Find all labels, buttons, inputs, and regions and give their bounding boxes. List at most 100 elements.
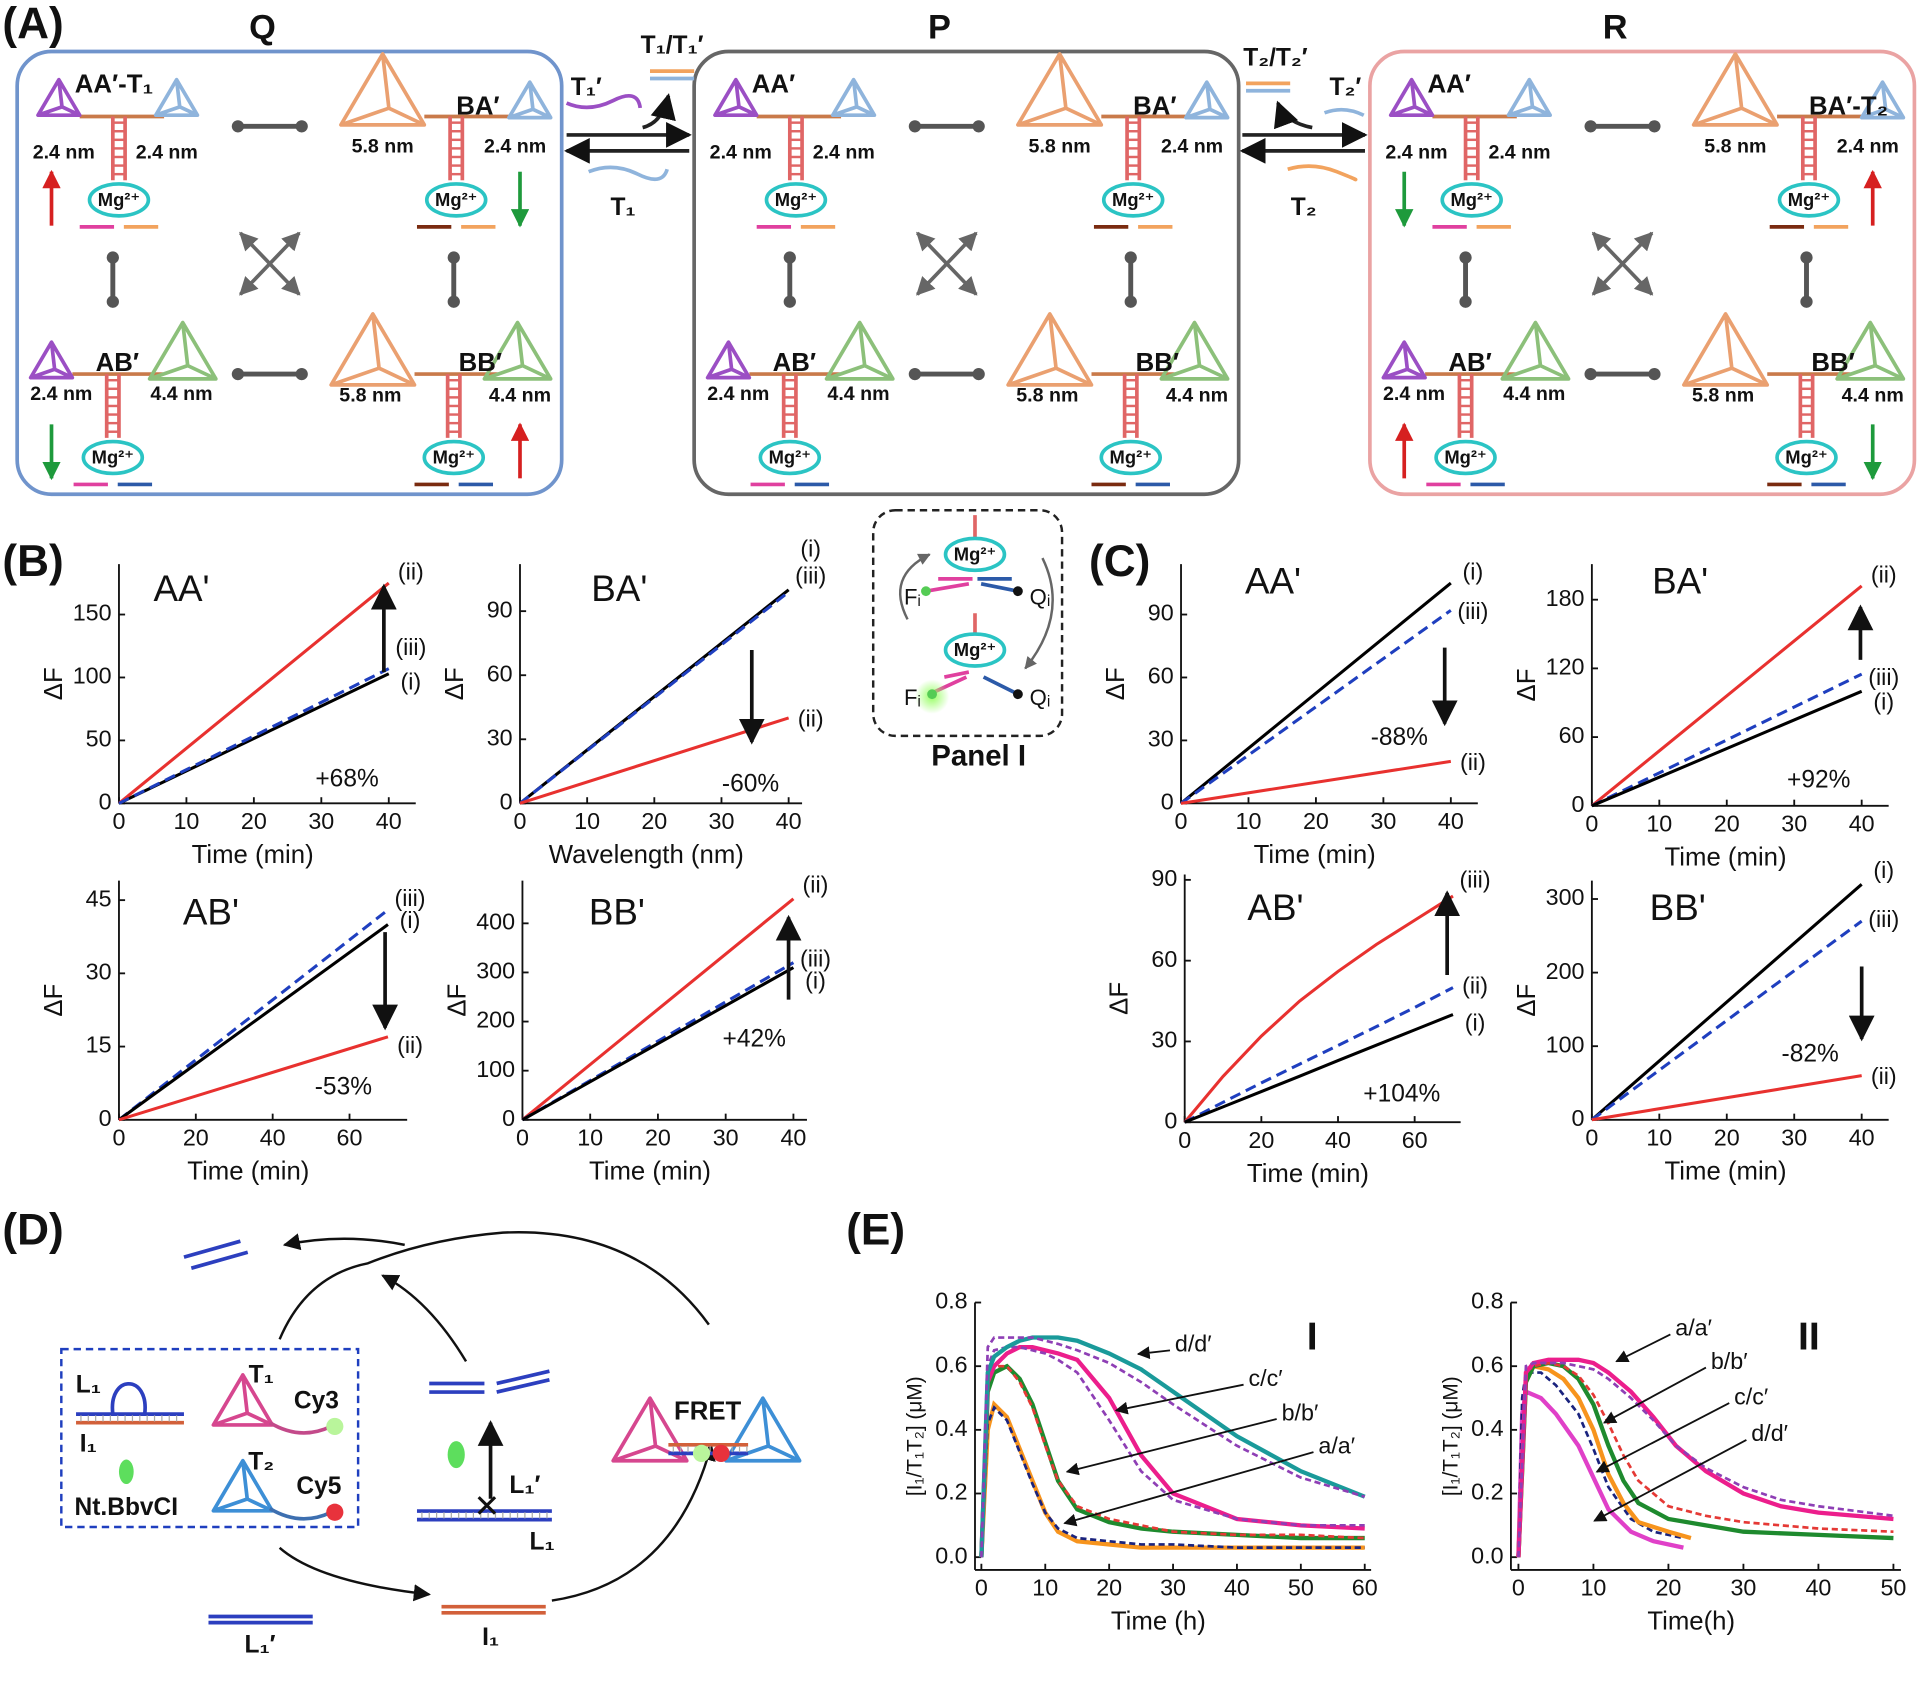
label: Q — [249, 9, 276, 47]
chart-title: AA' — [1245, 561, 1301, 602]
label: 5.8 nm — [1692, 384, 1754, 406]
node — [1648, 120, 1661, 133]
y-tick-label: 300 — [476, 958, 515, 984]
tetrahedron — [339, 52, 427, 127]
x-tick-label: 40 — [260, 1125, 286, 1151]
series-label: (i) — [1463, 558, 1484, 584]
tetrahedron — [1381, 340, 1427, 380]
x-tick-label: 0 — [1175, 808, 1188, 834]
label: 2.4 nm — [710, 141, 772, 163]
mg-loop — [758, 439, 822, 476]
series-line — [118, 908, 389, 1121]
x-tick-label: 40 — [776, 808, 802, 834]
y-tick-label: 180 — [1546, 585, 1585, 611]
y-tick-label: 0.2 — [1471, 1479, 1503, 1505]
cycle-arrow — [278, 1546, 431, 1602]
label: Mg²⁺ — [775, 189, 817, 210]
mg-loop — [87, 182, 151, 218]
label: (E) — [846, 1205, 905, 1254]
x-tick-label: 0 — [1178, 1127, 1191, 1153]
tetrahedron — [482, 320, 553, 381]
cycle-arrow — [899, 553, 931, 620]
label: Mg²⁺ — [1110, 447, 1152, 468]
strand — [587, 165, 669, 182]
x-tick-label: 30 — [308, 808, 334, 834]
y-tick-label: 120 — [1546, 654, 1585, 680]
x-tick-label: 20 — [1248, 1127, 1274, 1153]
y-tick-label: 60 — [1151, 946, 1177, 972]
label: 5.8 nm — [352, 135, 414, 157]
annotation: +92% — [1787, 767, 1850, 794]
x-tick-label: 10 — [1646, 811, 1672, 837]
node — [295, 120, 308, 133]
chart-title: BA' — [591, 568, 647, 609]
series-label: (ii) — [1462, 973, 1488, 999]
node — [908, 367, 922, 381]
node — [106, 295, 119, 308]
series-line — [118, 667, 390, 805]
line — [925, 581, 970, 593]
series-line — [118, 1035, 389, 1122]
y-tick-label: 0 — [99, 789, 112, 815]
x-axis-label: Time (min) — [187, 1157, 309, 1185]
label: BB′ — [1136, 349, 1179, 377]
label: T₂ — [1291, 194, 1317, 221]
series-line — [1591, 1074, 1862, 1122]
series-label: (ii) — [798, 706, 824, 732]
y-tick-label: 30 — [1148, 726, 1174, 752]
label: Cy3 — [294, 1387, 339, 1414]
annotation: a/a′ — [1318, 1432, 1355, 1458]
x-axis-label: Time (min) — [1665, 1157, 1787, 1185]
label: Fᵢ — [904, 584, 921, 609]
y-tick-label: 50 — [86, 726, 112, 752]
y-tick-label: 150 — [73, 600, 112, 626]
series-label: (i) — [800, 536, 821, 562]
y-axis-label: ΔF — [40, 984, 68, 1017]
x-tick-label: 30 — [1370, 808, 1396, 834]
tetrahedron — [153, 77, 200, 118]
cy3 — [326, 1417, 344, 1435]
y-tick-label: 0 — [502, 1105, 515, 1131]
series-label: (i) — [1873, 689, 1894, 715]
chart-title: BA' — [1652, 561, 1708, 602]
x-tick-label: 0 — [1585, 1125, 1598, 1151]
x-tick-label: 60 — [337, 1125, 363, 1151]
node — [1800, 251, 1813, 264]
tetrahedron — [1016, 52, 1104, 127]
tetrahedron — [824, 320, 895, 381]
tetrahedron — [211, 1458, 275, 1513]
x-tick-label: 0 — [112, 1125, 125, 1151]
label: BA′ — [456, 93, 499, 121]
line — [1136, 1346, 1171, 1360]
mg-loop — [943, 536, 1007, 573]
series-label: (ii) — [397, 1032, 423, 1058]
label: 2.4 nm — [813, 141, 875, 163]
y-axis-label: ΔF — [1102, 667, 1130, 700]
mg-loop — [1777, 182, 1841, 218]
node — [447, 251, 460, 264]
line — [239, 231, 301, 296]
label: (D) — [2, 1205, 63, 1254]
x-tick-label: 50 — [1880, 1575, 1906, 1601]
label: 4.4 nm — [489, 384, 551, 406]
x-tick-label: 20 — [1655, 1575, 1681, 1601]
y-tick-label: 30 — [86, 959, 112, 985]
y-tick-label: 200 — [1546, 958, 1585, 984]
label: 2.4 nm — [136, 141, 198, 163]
line — [1603, 1366, 1707, 1424]
x-tick-label: 20 — [1714, 1125, 1740, 1151]
mg-loop — [424, 182, 488, 218]
label: Fᵢ — [904, 685, 921, 710]
label: Mg²⁺ — [1112, 189, 1154, 210]
x-tick-label: 40 — [1438, 808, 1464, 834]
node — [106, 251, 119, 264]
series-label: (ii) — [1460, 749, 1486, 775]
label: T₂/T₂′ — [1243, 44, 1308, 71]
tetrahedron — [1388, 77, 1435, 118]
y-tick-label: 45 — [86, 885, 112, 911]
series-label: (ii) — [398, 558, 424, 584]
dot — [921, 586, 931, 597]
label: BB′ — [459, 349, 502, 377]
label: T₂′ — [1329, 74, 1361, 101]
